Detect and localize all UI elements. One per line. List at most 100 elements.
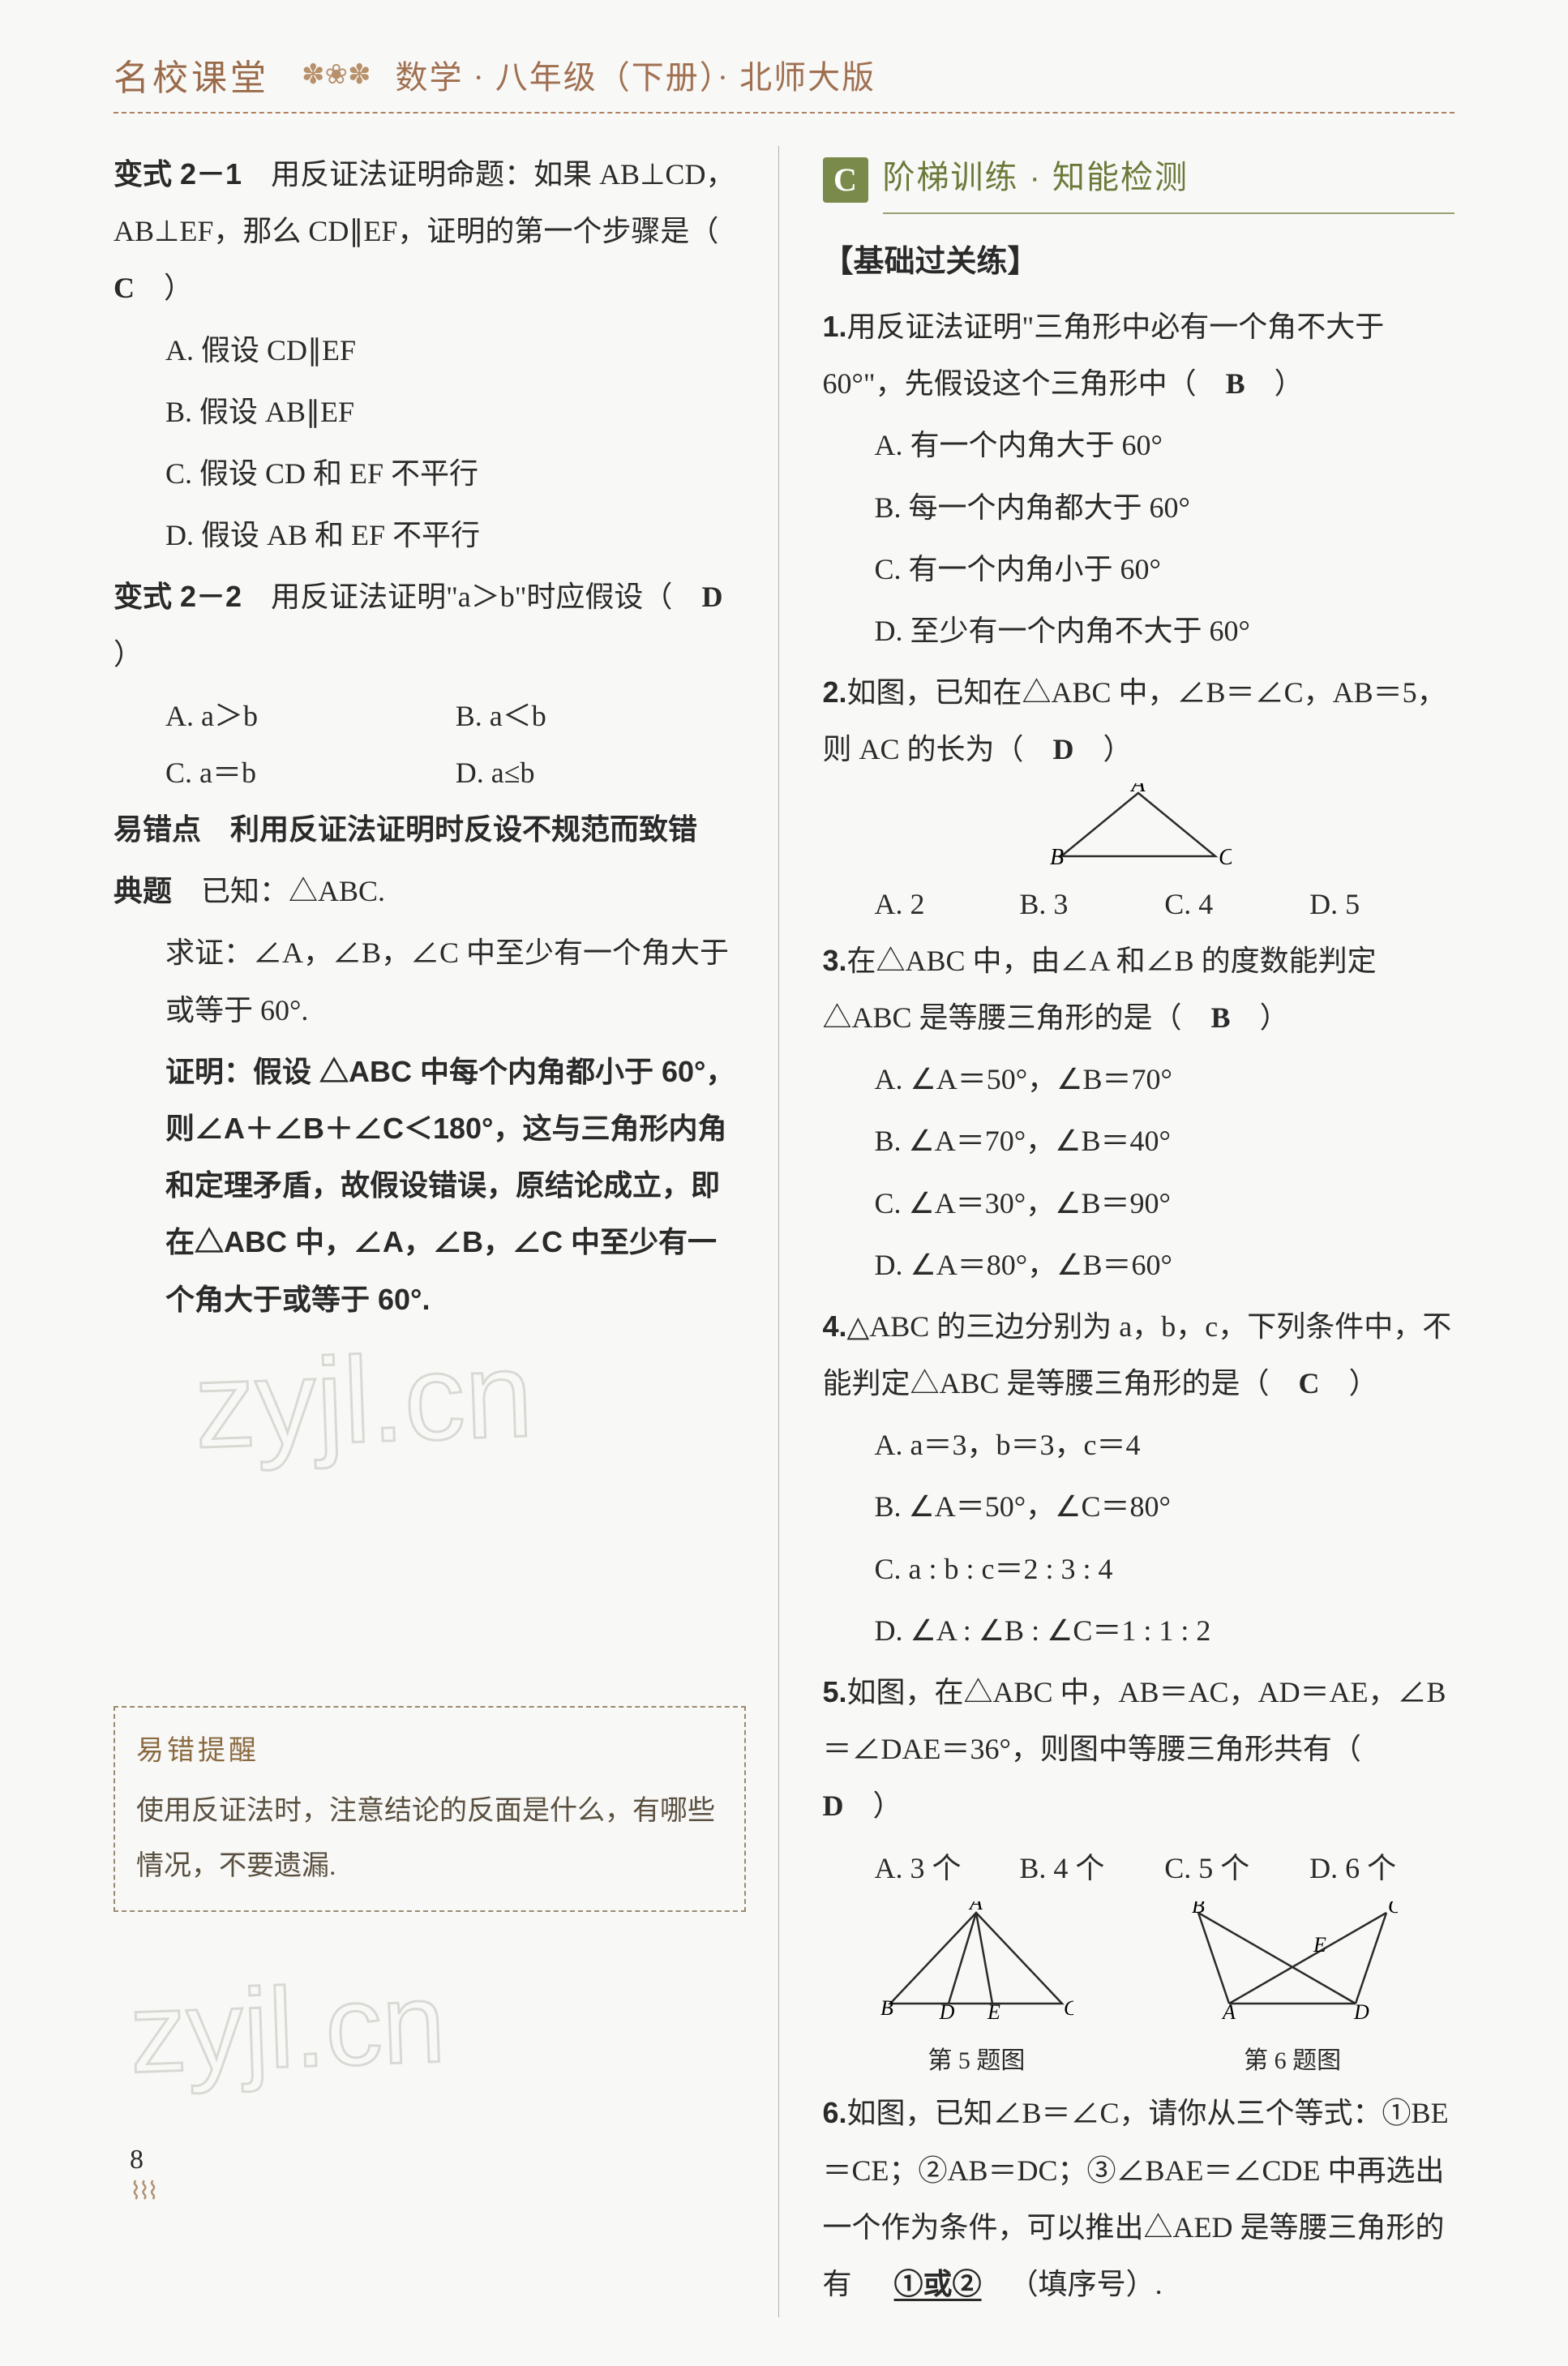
v22-opt-a: A. a＞b	[165, 688, 456, 744]
dianti-proof-label: 证明：	[165, 1055, 253, 1088]
v22-close: ）	[114, 638, 143, 671]
q5-opts: A. 3 个 B. 4 个 C. 5 个 D. 6 个	[823, 1840, 1455, 1897]
error-point-title: 易错点 利用反证法证明时反设不规范而致错	[114, 801, 746, 858]
q3: 3.在△ABC 中，由∠A 和∠B 的度数能判定△ABC 是等腰三角形的是（ B…	[823, 932, 1455, 1046]
dianti-prove: 求证：∠A，∠B，∠C 中至少有一个角大于或等于 60°.	[114, 924, 746, 1038]
q6-ld: D	[1353, 2000, 1369, 2019]
page-number-ornament-icon: ⌇⌇⌇	[130, 2178, 156, 2205]
q4-answer: C	[1299, 1367, 1320, 1399]
left-column: 变式 2－1 用反证法证明命题：如果 AB⊥CD，AB⊥EF，那么 CD∥EF，…	[114, 146, 779, 2317]
q6-num: 6.	[823, 2096, 847, 2129]
v22-opt-c: C. a＝b	[165, 744, 456, 801]
q5-body: 如图，在△ABC 中，AB＝AC，AD＝AE，∠B＝∠DAE＝36°，则图中等腰…	[823, 1676, 1446, 1765]
v22-body: 用反证法证明"a＞b"时应假设（	[271, 581, 672, 613]
q5-opt-b: B. 4 个	[1019, 1840, 1164, 1897]
variant-2-2: 变式 2－2 用反证法证明"a＞b"时应假设（ D ）	[114, 568, 746, 682]
q1-num: 1.	[823, 310, 847, 343]
v21-opt-a: A. 假设 CD∥EF	[114, 322, 746, 379]
page-header: 名校课堂 ✽❀✽ 数学 · 八年级（下册）· 北师大版	[114, 49, 1454, 114]
q5-figure: A B D E C	[879, 1901, 1073, 2019]
v21-opt-b: B. 假设 AB∥EF	[114, 384, 746, 440]
q6: 6.如图，已知∠B＝∠C，请你从三个等式：①BE＝CE；②AB＝DC；③∠BAE…	[823, 2085, 1455, 2312]
q2-opt-b: B. 3	[1019, 876, 1164, 932]
q2-label-c: C	[1219, 845, 1232, 870]
q2-figure: A B C	[1045, 783, 1232, 872]
q5-la: A	[968, 1901, 983, 1914]
q3-body: 在△ABC 中，由∠A 和∠B 的度数能判定△ABC 是等腰三角形的是（	[823, 945, 1377, 1034]
callout-body: 使用反证法时，注意结论的反面是什么，有哪些情况，不要遗漏.	[136, 1784, 723, 1894]
q1-opt-d: D. 至少有一个内角不大于 60°	[823, 602, 1455, 659]
q3-opt-b: B. ∠A＝70°，∠B＝40°	[823, 1112, 1455, 1169]
q6-lc: C	[1388, 1901, 1398, 1918]
q2-label-a: A	[1130, 783, 1146, 797]
dianti: 典题 已知：△ABC.	[114, 863, 746, 919]
q5-answer: D	[823, 1790, 844, 1822]
q4-opt-b: B. ∠A＝50°，∠C＝80°	[823, 1478, 1455, 1535]
q5-caption: 第 5 题图	[879, 2038, 1073, 2085]
variant-2-1: 变式 2－1 用反证法证明命题：如果 AB⊥CD，AB⊥EF，那么 CD∥EF，…	[114, 146, 746, 317]
v22-opts-row1: A. a＞b B. a＜b	[114, 688, 746, 744]
q4-opt-a: A. a＝3，b＝3，c＝4	[823, 1417, 1455, 1473]
q2-body: 如图，已知在△ABC 中，∠B＝∠C，AB＝5，则 AC 的长为（	[823, 676, 1446, 765]
v22-opts-row2: C. a＝b D. a≤b	[114, 744, 746, 801]
q3-num: 3.	[823, 944, 847, 977]
section-c-header: C 阶梯训练 · 知能检测	[823, 146, 1455, 214]
v21-close: ）	[164, 272, 193, 304]
q1-answer: B	[1226, 367, 1245, 400]
q6-body2: （填序号）.	[1024, 2268, 1163, 2300]
q1: 1.用反证法证明"三角形中必有一个角不大于60°"，先假设这个三角形中（ B ）	[823, 298, 1455, 412]
q2-opts: A. 2 B. 3 C. 4 D. 5	[823, 876, 1455, 932]
q5-figure-wrap: A B D E C 第 5 题图	[879, 1901, 1073, 2085]
page-number: 8 ⌇⌇⌇	[130, 2145, 156, 2206]
q6-figure: B C A D E	[1187, 1901, 1398, 2019]
q3-close: ）	[1260, 1001, 1289, 1034]
v21-opt-d: D. 假设 AB 和 EF 不平行	[114, 507, 746, 564]
dianti-known: 已知：△ABC.	[201, 875, 385, 907]
q5-le: E	[987, 2000, 1000, 2019]
q3-opt-a: A. ∠A＝50°，∠B＝70°	[823, 1051, 1455, 1108]
q5: 5.如图，在△ABC 中，AB＝AC，AD＝AE，∠B＝∠DAE＝36°，则图中…	[823, 1664, 1455, 1835]
dianti-label: 典题	[114, 874, 172, 907]
dianti-proof: 证明：假设 △ABC 中每个内角都小于 60°，则∠A＋∠B＋∠C＜180°，这…	[114, 1044, 746, 1328]
q2-opt-a: A. 2	[875, 876, 1020, 932]
q2-num: 2.	[823, 675, 847, 709]
v22-label: 变式 2－2	[114, 580, 242, 613]
v21-opt-c: C. 假设 CD 和 EF 不平行	[114, 445, 746, 502]
q2: 2.如图，已知在△ABC 中，∠B＝∠C，AB＝5，则 AC 的长为（ D ）	[823, 664, 1455, 778]
q5-lb: B	[880, 1996, 893, 2019]
q4-opt-d: D. ∠A : ∠B : ∠C＝1 : 1 : 2	[823, 1602, 1455, 1659]
dianti-proof-body: 假设 △ABC 中每个内角都小于 60°，则∠A＋∠B＋∠C＜180°，这与三角…	[165, 1055, 735, 1316]
q5-close: ）	[873, 1790, 902, 1822]
q6-lb: B	[1192, 1901, 1205, 1918]
q6-le: E	[1313, 1933, 1326, 1957]
q1-opt-c: C. 有一个内角小于 60°	[823, 541, 1455, 598]
callout-title: 易错提醒	[136, 1724, 723, 1779]
brand-title: 名校课堂	[114, 49, 269, 101]
q3-answer: B	[1211, 1001, 1231, 1034]
q5-opt-d: D. 6 个	[1309, 1840, 1454, 1897]
v22-answer: D	[701, 581, 722, 613]
q2-label-b: B	[1050, 845, 1064, 870]
q5-ld: D	[939, 2000, 955, 2019]
basic-practice-heading: 【基础过关练】	[823, 232, 1455, 292]
error-reminder-box: 易错提醒 使用反证法时，注意结论的反面是什么，有哪些情况，不要遗漏.	[114, 1706, 746, 1912]
q3-opt-c: C. ∠A＝30°，∠B＝90°	[823, 1175, 1455, 1232]
q2-opt-c: C. 4	[1164, 876, 1309, 932]
q1-opt-b: B. 每一个内角都大于 60°	[823, 479, 1455, 536]
q5-opt-c: C. 5 个	[1164, 1840, 1309, 1897]
q1-close: ）	[1275, 367, 1304, 400]
q5-opt-a: A. 3 个	[875, 1840, 1020, 1897]
section-c-title: 阶梯训练 · 知能检测	[883, 146, 1455, 214]
page-number-value: 8	[130, 2145, 144, 2175]
subject-title: 数学 · 八年级（下册）· 北师大版	[395, 51, 876, 98]
v21-answer: C	[114, 272, 135, 304]
section-c-badge: C	[823, 157, 868, 203]
q5-lc: C	[1064, 1996, 1073, 2019]
q4-opt-c: C. a : b : c＝2 : 3 : 4	[823, 1541, 1455, 1597]
q6-caption: 第 6 题图	[1187, 2038, 1398, 2085]
q6-blank: ①或②	[881, 2268, 995, 2300]
q3-opt-d: D. ∠A＝80°，∠B＝60°	[823, 1237, 1455, 1293]
v22-opt-b: B. a＜b	[456, 688, 746, 744]
q2-close: ）	[1103, 733, 1133, 765]
q2-answer: D	[1053, 733, 1074, 765]
